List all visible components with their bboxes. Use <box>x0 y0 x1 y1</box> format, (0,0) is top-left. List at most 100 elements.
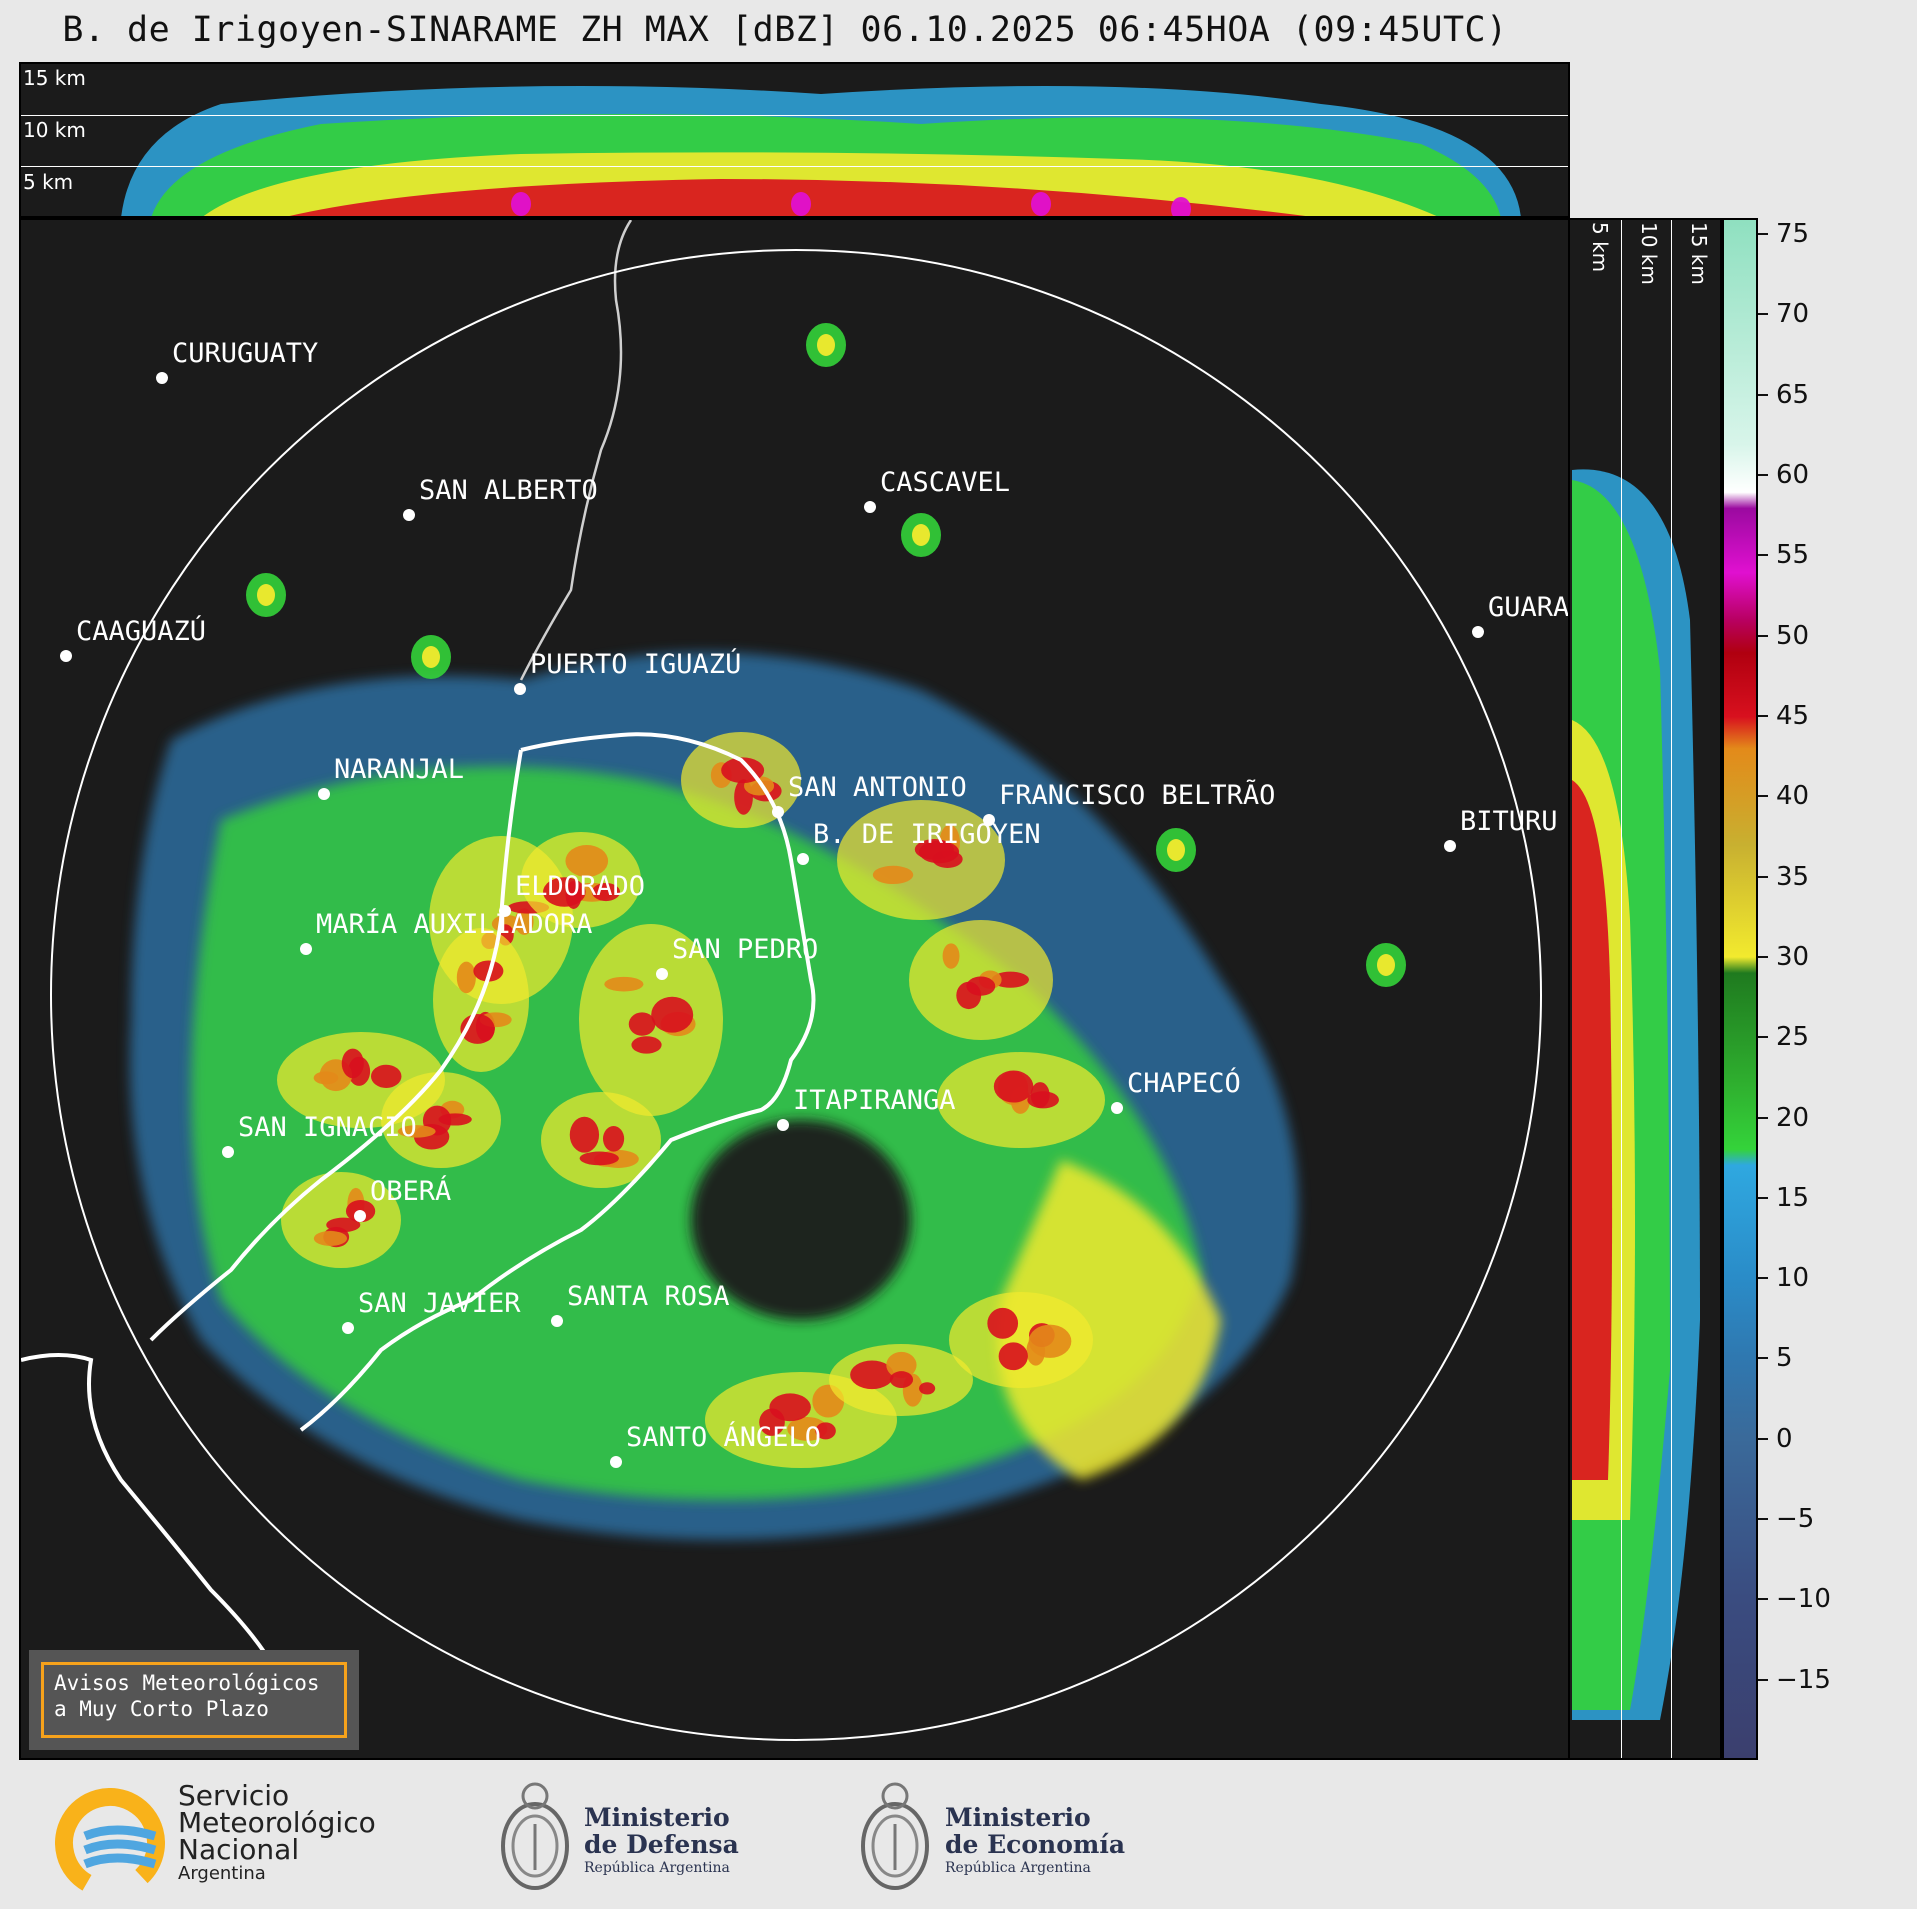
border-paraguay-brazil <box>519 220 633 681</box>
convective-core <box>565 880 582 909</box>
city-name-label: PUERTO IGUAZÚ <box>530 649 742 680</box>
defensa-line-1: Ministerio <box>584 1803 730 1832</box>
city-dot-icon <box>222 1146 234 1158</box>
top-cross-section: 15 km 10 km 5 km <box>19 62 1570 218</box>
smn-line-1: Servicio <box>178 1779 290 1812</box>
side-profile <box>1572 469 1700 1720</box>
city-dot-icon <box>342 1322 354 1334</box>
city-name-label: SAN ALBERTO <box>419 475 598 506</box>
convective-core <box>579 1151 619 1166</box>
altitude-label-5km: 5 km <box>23 170 74 194</box>
convective-core <box>815 1422 836 1440</box>
side-altitude-label-15km: 15 km <box>1687 222 1711 285</box>
city-dot-icon <box>551 1315 563 1327</box>
convective-cell-halo <box>949 1292 1093 1388</box>
defensa-line-3: República Argentina <box>584 1860 730 1876</box>
altitude-line-5km <box>21 166 1568 167</box>
convective-core <box>326 1217 361 1233</box>
echo-free-zone <box>691 1120 911 1320</box>
defensa-line-2: de Defensa <box>584 1830 739 1859</box>
isolated-cell-core <box>1167 839 1185 861</box>
colorbar-tick-label: 35 <box>1776 861 1810 892</box>
map-title: B. de Irigoyen-SINARAME ZH MAX [dBZ] 06.… <box>62 10 1508 50</box>
top-profile-max <box>791 192 811 216</box>
convective-core <box>370 1064 402 1088</box>
colorbar <box>1722 218 1758 1760</box>
economia-line-2: de Economía <box>945 1830 1126 1859</box>
convective-core <box>604 976 644 992</box>
city-name-label: FRANCISCO BELTRÃO <box>999 780 1276 811</box>
city-dot-icon <box>1472 626 1484 638</box>
convective-core <box>886 1351 917 1379</box>
defensa-seal-icon <box>501 1782 569 1890</box>
echo-field <box>21 220 1406 1681</box>
top-profile-max <box>1031 192 1051 216</box>
economia-seal-icon <box>861 1782 929 1890</box>
convective-core <box>1028 1324 1072 1358</box>
city-name-label: CURUGUATY <box>172 338 319 369</box>
city-dot-icon <box>514 683 526 695</box>
colorbar-tick-label: 5 <box>1776 1343 1793 1374</box>
side-cross-section: 5 km 10 km 15 km <box>1570 218 1722 1760</box>
city-dot-icon <box>499 905 511 917</box>
convective-core <box>631 1036 662 1054</box>
city-name-label: SAN PEDRO <box>672 934 819 965</box>
city-dot-icon <box>797 853 809 865</box>
defensa-name: Ministerio de Defensa República Argentin… <box>584 1804 739 1878</box>
convective-core <box>987 1307 1019 1339</box>
warning-line-2: a Muy Corto Plazo <box>54 1697 269 1721</box>
colorbar-tick-label: 65 <box>1776 379 1810 410</box>
isolated-cell-core <box>257 584 275 606</box>
convective-core <box>651 996 694 1033</box>
city-name-label: MARÍA AUXILIADORA <box>316 909 593 940</box>
convective-core <box>966 976 996 996</box>
top-profile-max <box>1171 197 1191 216</box>
convective-core <box>919 1382 936 1395</box>
altitude-line-5km-vert <box>1621 220 1622 1758</box>
convective-core <box>993 1070 1034 1103</box>
altitude-label-10km: 10 km <box>23 118 86 142</box>
colorbar-tick-label: 60 <box>1776 460 1810 490</box>
city-name-label: SAN JAVIER <box>358 1288 521 1319</box>
convective-core <box>628 1012 656 1036</box>
city-dot-icon <box>656 968 668 980</box>
convective-core <box>991 971 1029 988</box>
convective-core <box>456 961 476 994</box>
colorbar-tick-label: 50 <box>1776 620 1810 651</box>
top-profile-max <box>511 192 531 216</box>
smn-name: Servicio Meteorológico Nacional Argentin… <box>178 1782 376 1885</box>
convective-core <box>565 844 609 877</box>
city-name-label: ITAPIRANGA <box>793 1085 956 1116</box>
city-dot-icon <box>610 1456 622 1468</box>
city-dot-icon <box>354 1210 366 1222</box>
colorbar-tick-label: 10 <box>1776 1263 1810 1294</box>
convective-core <box>313 1230 348 1246</box>
economia-name: Ministerio de Economía República Argenti… <box>945 1804 1125 1878</box>
city-dot-icon <box>777 1119 789 1131</box>
city-name-label: SAN IGNACIO <box>238 1112 417 1143</box>
border-misiones <box>149 732 816 1432</box>
convective-core <box>514 908 534 935</box>
isolated-cell-core <box>912 524 930 546</box>
colorbar-tick-label: −10 <box>1776 1584 1831 1615</box>
colorbar-tick-label: 55 <box>1776 540 1810 571</box>
yellow-echo-area <box>997 1160 1221 1480</box>
city-dot-icon <box>300 943 312 955</box>
smn-line-2: Meteorológico <box>178 1806 376 1839</box>
side-profile-core <box>1572 780 1613 1480</box>
city-name-label: NARANJAL <box>334 754 465 785</box>
warning-box-frame: Avisos Meteorológicos a Muy Corto Plazo <box>41 1662 347 1738</box>
city-name-label: SANTO ÁNGELO <box>626 1422 822 1453</box>
colorbar-tick-label: 75 <box>1776 219 1810 250</box>
top-echo-profile <box>121 86 1521 216</box>
altitude-label-15km: 15 km <box>23 66 86 90</box>
convective-core <box>998 1342 1028 1371</box>
city-name-label: GUARA <box>1488 592 1570 623</box>
altitude-line-10km <box>21 115 1568 116</box>
top-profile <box>121 86 1521 216</box>
city-name-label: CAAGUAZÚ <box>76 616 207 647</box>
warning-box[interactable]: Avisos Meteorológicos a Muy Corto Plazo <box>29 1650 359 1750</box>
city-dot-icon <box>1111 1102 1123 1114</box>
radar-map[interactable]: CURUGUATY SAN ALBERTO CASCAVEL CAAGUAZÚ GUAR… <box>19 218 1570 1760</box>
city-name-label: CASCAVEL <box>880 467 1011 498</box>
